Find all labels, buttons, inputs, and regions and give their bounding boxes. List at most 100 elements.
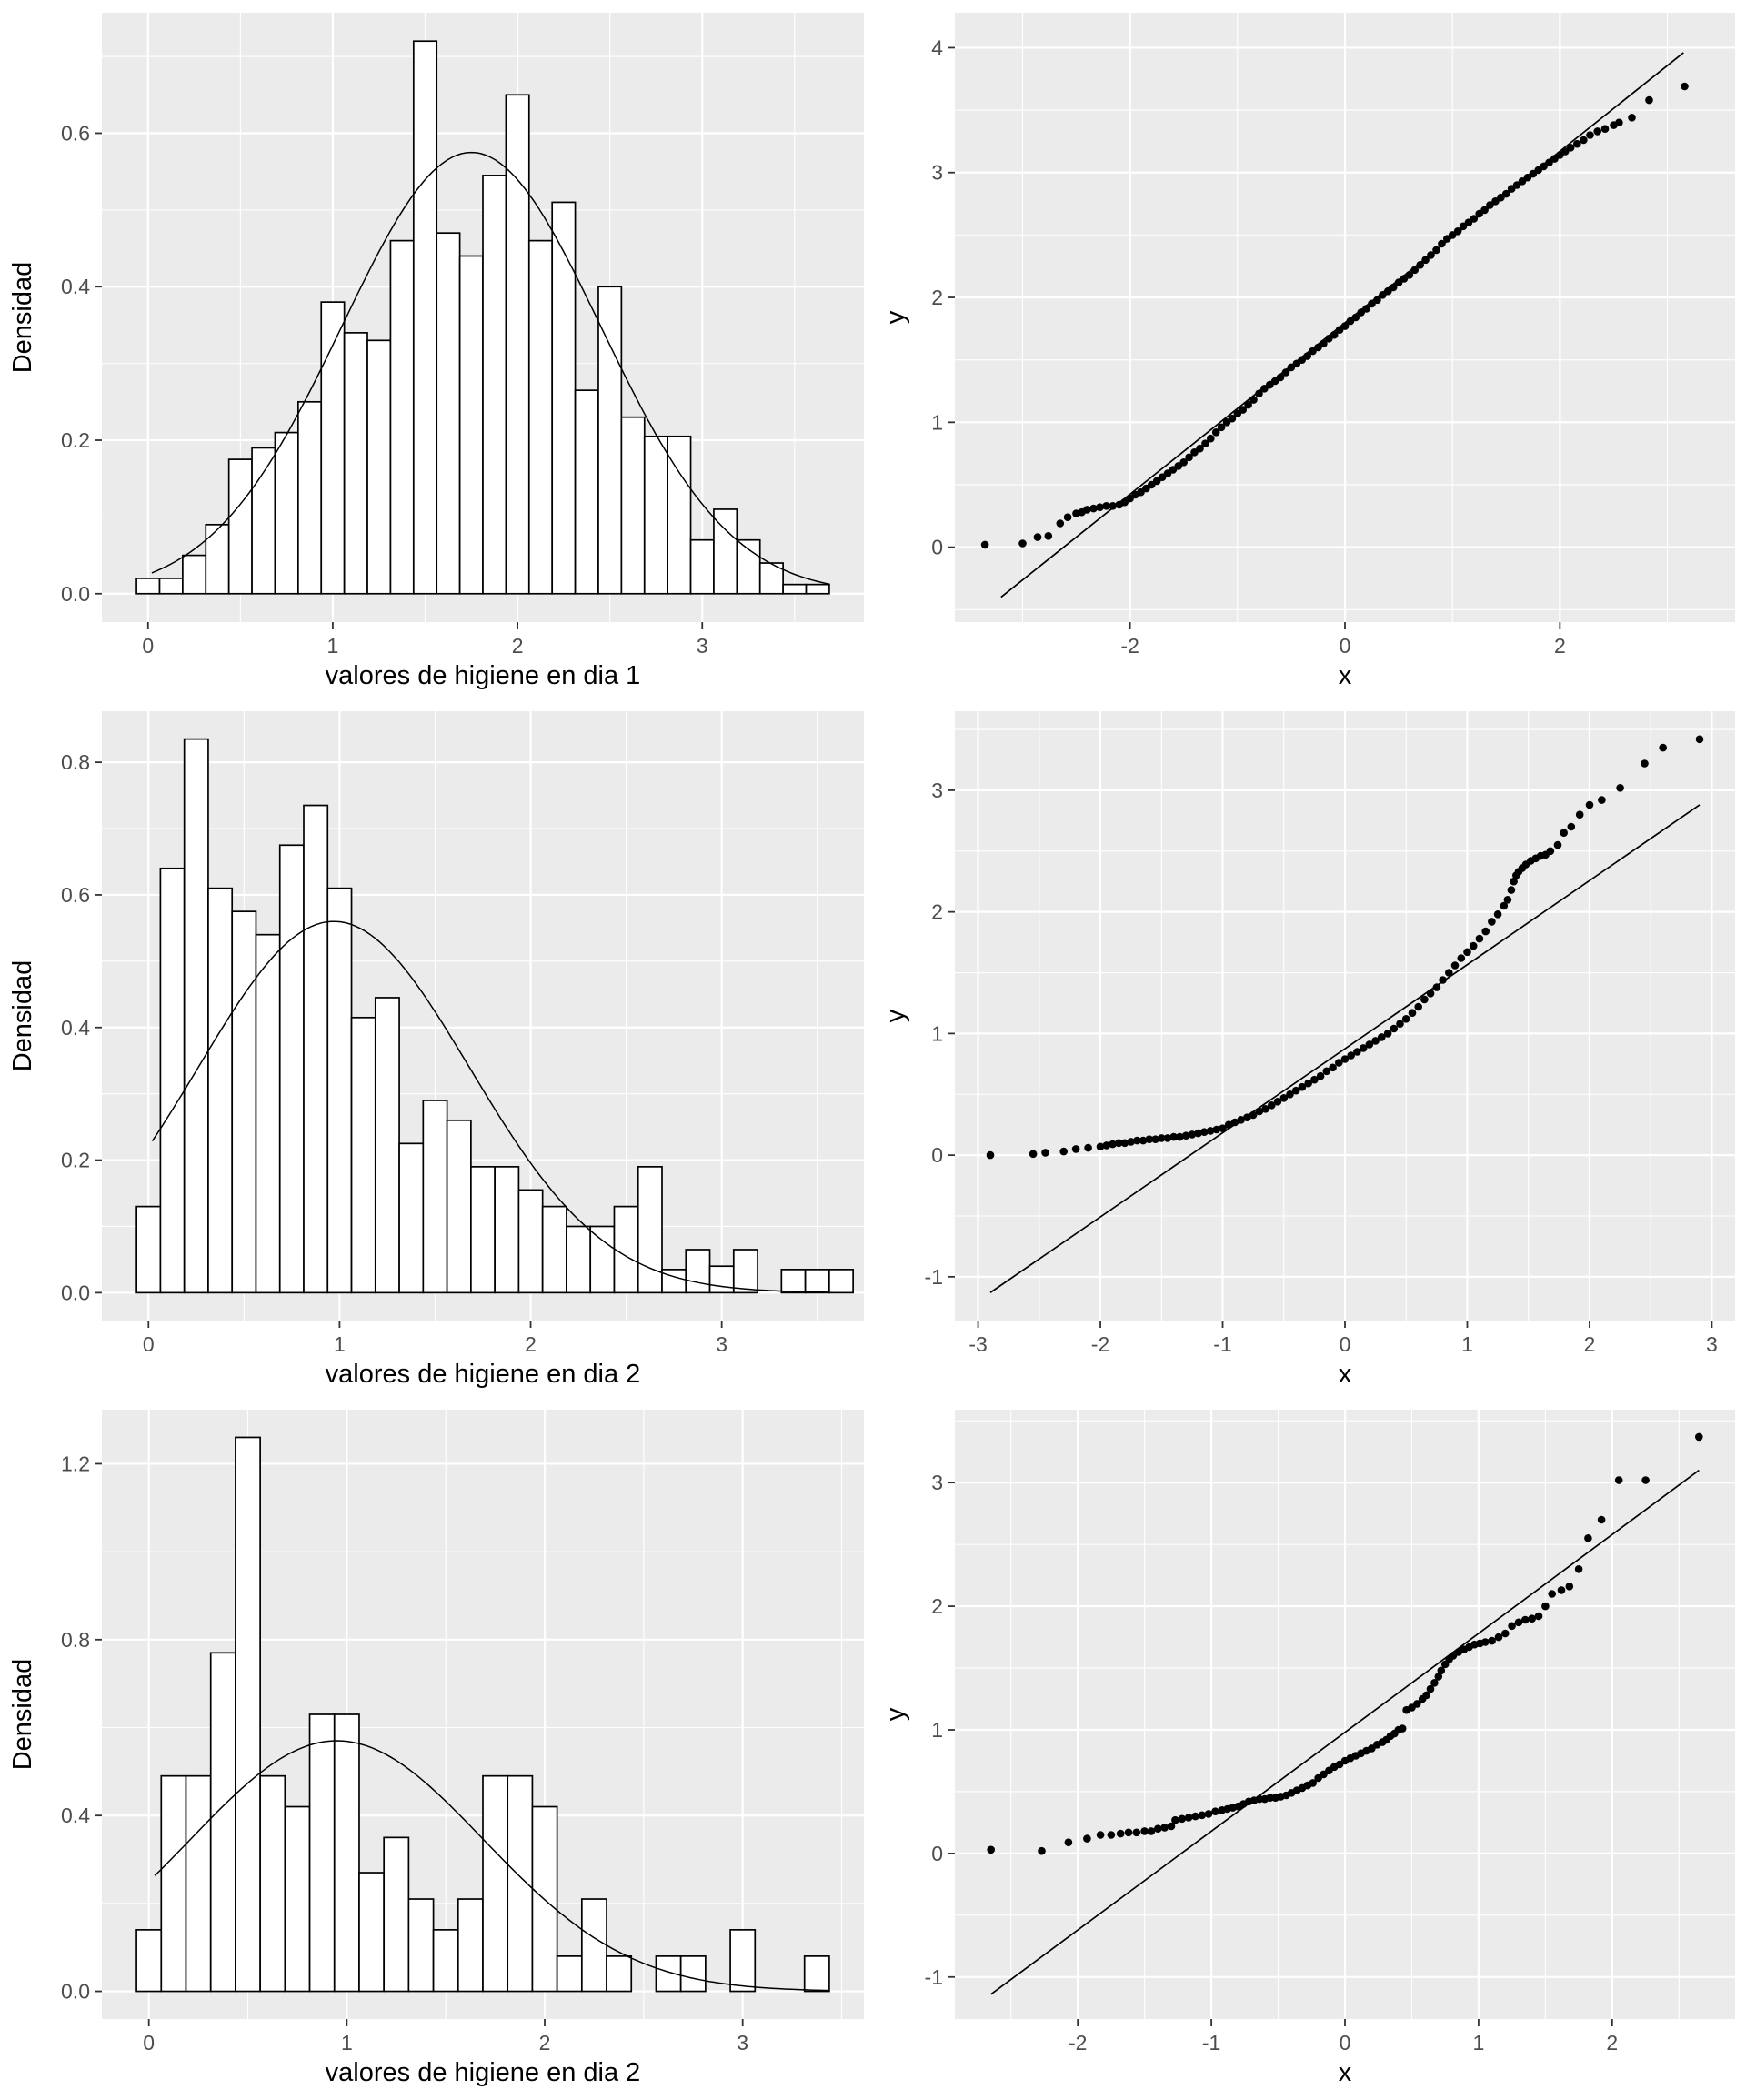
histogram-bar [135,578,161,595]
histogram-bar [343,332,368,595]
qq-reference-line [990,1469,1700,1995]
histogram-bars [135,1436,830,1993]
y-tick-label: 3 [931,779,943,802]
histogram-bar [804,1269,830,1294]
y-tick-label: 0.2 [61,1149,90,1172]
y-axis-title: Densidad [8,262,37,374]
x-tick-label: 2 [1584,1332,1596,1356]
axes: -3 -2 -1 0 1 2 3 -1 0 1 2 3 [925,779,1718,1356]
x-tick-label: 2 [525,1332,537,1356]
histogram-day2-second: 0 1 2 3 0.0 0.4 0.8 1.2 valores de higiene en di… [0,1397,873,2095]
y-tick-label: 0.6 [61,121,90,145]
histogram-bars [135,738,854,1294]
gridlines [955,13,1735,622]
histogram-bar [805,583,830,595]
histogram-bar [207,887,234,1294]
y-tick-label: 0 [931,536,943,559]
y-tick-label: 0.4 [61,1016,90,1040]
x-tick-label: 2 [512,634,524,658]
y-tick-label: 0.8 [61,750,90,774]
histogram-bar [303,804,329,1294]
x-axis-title: x [1339,661,1352,690]
histogram-bar [251,447,276,595]
axes: 0 1 2 3 0.0 0.2 0.4 0.6 [61,121,708,658]
y-tick-label: 0.4 [61,275,90,298]
histogram-bar [667,435,692,595]
y-tick-label: 4 [931,35,943,59]
histogram-bar [278,844,305,1294]
histogram-day1: 0 1 2 3 0.0 0.2 0.4 0.6 valores de higiene en di… [0,0,873,698]
y-tick-label: 2 [931,286,943,309]
x-axis-title: valores de higiene en dia 2 [326,1360,641,1389]
axes: -2 -1 0 1 2 -1 0 1 2 3 [925,1471,1619,2055]
y-tick-label: 2 [931,1594,943,1618]
qq-reference-line [989,804,1701,1293]
y-tick-label: 0.8 [61,1628,90,1652]
histogram-bar [505,94,530,595]
x-tick-label: -2 [1120,634,1139,658]
y-axis-title: y [881,1707,910,1721]
y-tick-label: 1 [931,1021,943,1045]
x-tick-label: 3 [1706,1332,1718,1356]
histogram-bar [556,1955,583,1993]
qq-plot-day2-canvas: -3 -2 -1 0 1 2 3 -1 0 1 2 3 x y [881,711,1735,1389]
histogram-bar [780,1269,807,1294]
histogram-bar [482,1774,509,1993]
histogram-bar [517,1189,544,1294]
histogram-day1-canvas: 0 1 2 3 0.0 0.2 0.4 0.6 valores de higiene en di… [8,13,864,690]
x-tick-label: 1 [1461,1332,1473,1356]
x-tick-label: -1 [1202,2031,1220,2055]
x-tick-label: 0 [1340,2031,1351,2055]
density-curve [154,1740,830,1992]
histogram-bar [158,578,184,595]
histogram-bar [389,239,415,595]
y-tick-label: 0.0 [61,1980,90,2004]
histogram-bar [350,1016,376,1294]
density-curve [151,151,830,586]
histogram-bar [589,1225,616,1294]
histogram-bar [333,1713,360,1993]
x-tick-label: -3 [968,1332,987,1356]
x-tick-label: 0 [1340,634,1351,658]
density-curve [151,920,829,1293]
y-axis-title: y [881,1009,910,1022]
histogram-bar [574,389,599,595]
axes: -2 0 2 0 1 2 3 4 [931,35,1566,658]
histogram-bar [713,508,738,595]
histogram-bar [470,1166,496,1294]
qq-points [980,82,1689,549]
histogram-bar [358,1872,386,1993]
histogram-bar [541,1205,567,1294]
x-tick-label: -2 [1069,2031,1087,2055]
y-tick-label: 2 [931,900,943,924]
y-tick-label: 0 [931,1143,943,1167]
histogram-bar [732,1249,758,1294]
histogram-bar [160,1774,187,1993]
y-tick-label: 1.2 [61,1452,90,1475]
histogram-bar [227,458,253,595]
histogram-bar [679,1955,707,1993]
histogram-bar [689,538,715,595]
x-tick-label: 3 [697,634,708,658]
axes: 0 1 2 3 0.0 0.4 0.8 1.2 [61,1452,748,2055]
x-tick-label: -1 [1213,1332,1231,1356]
histogram-bar [803,1955,830,1993]
x-tick-label: 1 [334,1332,346,1356]
y-tick-label: 1 [931,410,943,434]
y-tick-label: 0 [931,1842,943,1865]
histogram-day2: 0 1 2 3 0.0 0.2 0.4 0.6 0.8 valores de higiene en… [0,698,873,1397]
histogram-bar [274,431,299,595]
histogram-bar [580,1898,607,1993]
histogram-bar [597,286,623,595]
histogram-bar [507,1774,534,1993]
x-tick-label: 0 [1340,1332,1351,1356]
histogram-bar [284,1805,311,1993]
histogram-bar [446,1119,472,1294]
histogram-bar [135,1205,162,1294]
y-tick-label: 0.2 [61,428,90,452]
histogram-bar [326,887,353,1294]
histogram-bar [685,1249,711,1294]
x-tick-label: 0 [143,1332,155,1356]
qq-reference-line [1000,52,1684,598]
qq-points [986,735,1704,1160]
